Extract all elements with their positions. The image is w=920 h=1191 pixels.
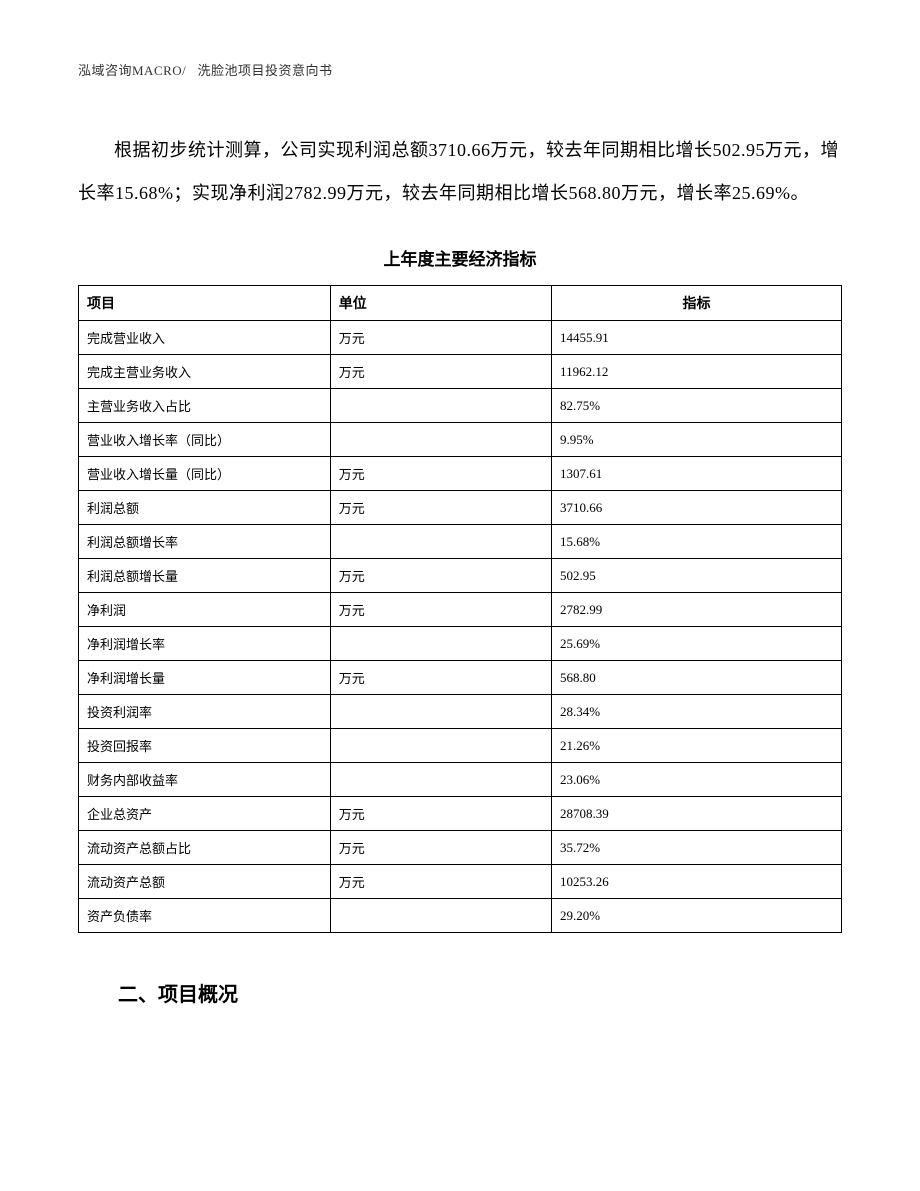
table-row: 主营业务收入占比 82.75% xyxy=(79,389,842,423)
table-cell-value: 502.95 xyxy=(552,559,842,593)
table-cell-item: 主营业务收入占比 xyxy=(79,389,331,423)
table-cell-item: 利润总额增长量 xyxy=(79,559,331,593)
table-cell-item: 完成主营业务收入 xyxy=(79,355,331,389)
table-row: 完成主营业务收入万元11962.12 xyxy=(79,355,842,389)
table-row: 净利润增长量万元568.80 xyxy=(79,661,842,695)
table-header-row: 项目 单位 指标 xyxy=(79,286,842,321)
table-header-item: 项目 xyxy=(79,286,331,321)
table-cell-value: 25.69% xyxy=(552,627,842,661)
table-cell-unit: 万元 xyxy=(330,491,551,525)
table-cell-unit xyxy=(330,899,551,933)
table-cell-unit xyxy=(330,389,551,423)
table-cell-item: 投资回报率 xyxy=(79,729,331,763)
table-cell-unit: 万元 xyxy=(330,559,551,593)
table-cell-unit: 万元 xyxy=(330,355,551,389)
table-row: 财务内部收益率 23.06% xyxy=(79,763,842,797)
table-title: 上年度主要经济指标 xyxy=(78,245,842,270)
table-cell-unit xyxy=(330,729,551,763)
table-body: 完成营业收入万元14455.91完成主营业务收入万元11962.12主营业务收入… xyxy=(79,321,842,933)
table-row: 投资利润率 28.34% xyxy=(79,695,842,729)
table-cell-item: 财务内部收益率 xyxy=(79,763,331,797)
table-cell-item: 营业收入增长率（同比） xyxy=(79,423,331,457)
table-cell-unit xyxy=(330,695,551,729)
table-cell-unit: 万元 xyxy=(330,321,551,355)
table-cell-unit: 万元 xyxy=(330,797,551,831)
table-cell-unit: 万元 xyxy=(330,831,551,865)
table-cell-item: 投资利润率 xyxy=(79,695,331,729)
table-cell-value: 11962.12 xyxy=(552,355,842,389)
table-cell-unit: 万元 xyxy=(330,593,551,627)
table-cell-unit xyxy=(330,763,551,797)
table-cell-item: 利润总额 xyxy=(79,491,331,525)
header-doc-title: 洗脸池项目投资意向书 xyxy=(198,63,333,78)
page-header: 泓域咨询MACRO/ 洗脸池项目投资意向书 xyxy=(78,60,842,79)
table-cell-value: 35.72% xyxy=(552,831,842,865)
table-cell-value: 14455.91 xyxy=(552,321,842,355)
table-cell-unit xyxy=(330,627,551,661)
table-cell-item: 利润总额增长率 xyxy=(79,525,331,559)
table-cell-item: 流动资产总额占比 xyxy=(79,831,331,865)
table-row: 投资回报率 21.26% xyxy=(79,729,842,763)
table-row: 流动资产总额万元10253.26 xyxy=(79,865,842,899)
table-cell-item: 净利润增长量 xyxy=(79,661,331,695)
table-cell-item: 营业收入增长量（同比） xyxy=(79,457,331,491)
table-cell-item: 完成营业收入 xyxy=(79,321,331,355)
table-cell-value: 82.75% xyxy=(552,389,842,423)
table-cell-value: 10253.26 xyxy=(552,865,842,899)
table-cell-value: 3710.66 xyxy=(552,491,842,525)
table-header-value: 指标 xyxy=(552,286,842,321)
table-row: 营业收入增长量（同比）万元1307.61 xyxy=(79,457,842,491)
table-cell-unit: 万元 xyxy=(330,661,551,695)
section-title: 二、项目概况 xyxy=(78,978,842,1007)
table-cell-value: 2782.99 xyxy=(552,593,842,627)
table-row: 净利润万元2782.99 xyxy=(79,593,842,627)
table-row: 流动资产总额占比万元35.72% xyxy=(79,831,842,865)
table-cell-unit: 万元 xyxy=(330,457,551,491)
header-company: 泓域咨询MACRO/ xyxy=(78,63,186,78)
body-paragraph: 根据初步统计测算，公司实现利润总额3710.66万元，较去年同期相比增长502.… xyxy=(78,129,842,215)
table-cell-value: 9.95% xyxy=(552,423,842,457)
table-row: 利润总额增长率 15.68% xyxy=(79,525,842,559)
table-row: 完成营业收入万元14455.91 xyxy=(79,321,842,355)
table-cell-item: 流动资产总额 xyxy=(79,865,331,899)
table-cell-item: 资产负债率 xyxy=(79,899,331,933)
table-cell-value: 29.20% xyxy=(552,899,842,933)
table-cell-value: 21.26% xyxy=(552,729,842,763)
table-cell-item: 净利润 xyxy=(79,593,331,627)
table-cell-value: 568.80 xyxy=(552,661,842,695)
table-row: 利润总额万元3710.66 xyxy=(79,491,842,525)
table-cell-value: 1307.61 xyxy=(552,457,842,491)
table-cell-unit xyxy=(330,525,551,559)
table-row: 资产负债率 29.20% xyxy=(79,899,842,933)
table-cell-value: 28708.39 xyxy=(552,797,842,831)
table-cell-unit xyxy=(330,423,551,457)
table-cell-value: 23.06% xyxy=(552,763,842,797)
table-cell-value: 15.68% xyxy=(552,525,842,559)
table-cell-unit: 万元 xyxy=(330,865,551,899)
table-cell-item: 净利润增长率 xyxy=(79,627,331,661)
economic-indicators-table: 项目 单位 指标 完成营业收入万元14455.91完成主营业务收入万元11962… xyxy=(78,285,842,933)
table-cell-value: 28.34% xyxy=(552,695,842,729)
table-row: 企业总资产万元28708.39 xyxy=(79,797,842,831)
table-header-unit: 单位 xyxy=(330,286,551,321)
table-cell-item: 企业总资产 xyxy=(79,797,331,831)
table-row: 营业收入增长率（同比） 9.95% xyxy=(79,423,842,457)
table-row: 利润总额增长量万元502.95 xyxy=(79,559,842,593)
table-row: 净利润增长率 25.69% xyxy=(79,627,842,661)
